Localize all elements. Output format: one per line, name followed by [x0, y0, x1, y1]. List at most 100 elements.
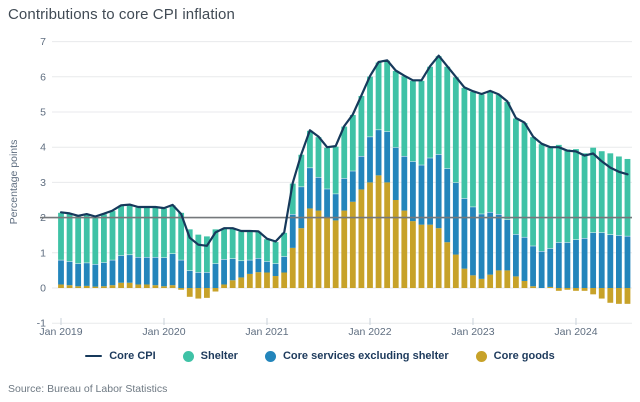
bar-segment: [66, 285, 73, 288]
bar-segment: [495, 94, 502, 215]
bar-segment: [598, 288, 605, 299]
bar-segment: [521, 237, 528, 281]
bar-segment: [581, 238, 588, 288]
bar-segment: [272, 276, 279, 288]
bar-segment: [195, 272, 202, 288]
bar-segment: [169, 254, 176, 286]
bar-segment: [375, 62, 382, 130]
bar-segment: [513, 118, 519, 235]
bar-segment: [341, 210, 348, 288]
bar-segment: [341, 126, 348, 179]
bar-segment: [444, 168, 451, 243]
legend-label-core-goods: Core goods: [493, 350, 555, 362]
svg-text:Jan 2021: Jan 2021: [245, 326, 288, 338]
bar-segment: [178, 260, 185, 288]
bar-segment: [126, 255, 133, 283]
bar-segment: [75, 286, 82, 288]
bar-segment: [118, 282, 124, 288]
bar-segment: [186, 270, 193, 288]
bar-segment: [135, 207, 142, 258]
bar-segment: [470, 275, 476, 288]
bar-segment: [470, 91, 476, 207]
bar-segment: [324, 189, 330, 218]
bar-segment: [452, 254, 459, 288]
bar-segment: [521, 280, 528, 288]
bar-segment: [221, 228, 227, 260]
bar-segment: [375, 130, 382, 176]
bar-segment: [272, 263, 279, 277]
bar-segment: [66, 213, 73, 262]
bar-segment: [75, 216, 82, 264]
svg-text:Jan 2024: Jan 2024: [554, 326, 597, 338]
bar-segment: [315, 177, 322, 211]
bar-segment: [444, 242, 451, 288]
bar-segment: [358, 95, 365, 156]
bar-segment: [58, 212, 64, 260]
bar-segment: [126, 282, 133, 288]
core-goods-dot-swatch-icon: [475, 350, 487, 362]
bar-segment: [246, 260, 253, 274]
bar-segment: [101, 262, 107, 287]
svg-text:4: 4: [40, 142, 46, 154]
bar-segment: [238, 231, 245, 261]
bar-segment: [298, 154, 305, 187]
bar-segment: [573, 239, 579, 288]
bar-segment: [135, 257, 142, 285]
bar-segment: [169, 205, 176, 254]
bar-segment: [169, 285, 176, 288]
bar-segment: [590, 288, 597, 295]
svg-text:0: 0: [40, 283, 46, 295]
bar-segment: [470, 207, 476, 276]
bar-segment: [418, 165, 425, 225]
bar-segment: [92, 217, 99, 265]
bar-segment: [392, 147, 399, 200]
bar-segment: [161, 208, 167, 258]
bar-segment: [461, 87, 468, 199]
bar-segment: [212, 288, 219, 292]
bar-segment: [538, 251, 545, 288]
svg-text:5: 5: [40, 107, 46, 119]
legend-item-core-goods: Core goods: [475, 350, 555, 362]
core-cpi-line-swatch-icon: [85, 354, 103, 358]
bar-segment: [332, 220, 339, 288]
legend-label-shelter: Shelter: [200, 350, 238, 362]
y-axis-title: Percentage points: [8, 139, 20, 225]
bar-segment: [513, 276, 519, 288]
bar-segment: [109, 285, 116, 288]
bar-segment: [281, 272, 288, 288]
bar-segment: [349, 171, 356, 202]
bar-segment: [427, 66, 433, 158]
bar-segment: [504, 101, 511, 220]
bar-segment: [109, 211, 116, 260]
bar-segment: [573, 149, 579, 240]
bar-segment: [590, 147, 597, 233]
bar-segment: [66, 261, 73, 286]
bar-segment: [452, 182, 459, 255]
bar-segment: [607, 235, 614, 288]
bar-segment: [178, 212, 185, 260]
bar-segment: [564, 242, 571, 288]
bar-segment: [624, 158, 631, 236]
bar-segment: [401, 156, 408, 211]
legend-item-core-services: Core services excluding shelter: [264, 350, 449, 362]
bar-segment: [444, 66, 451, 169]
bar-segment: [341, 178, 348, 211]
bar-segment: [349, 114, 356, 171]
bar-segment: [616, 235, 622, 288]
bar-segment: [564, 149, 571, 243]
bar-segment: [307, 130, 313, 168]
bar-segment: [83, 285, 90, 288]
bar-segment: [101, 214, 107, 263]
source-note: Source: Bureau of Labor Statistics: [8, 383, 168, 395]
bar-segment: [118, 255, 124, 283]
bar-segment: [264, 261, 270, 273]
bar-segment: [349, 201, 356, 288]
bar-segment: [204, 288, 210, 298]
x-axis-labels: Jan 2019 Jan 2020 Jan 2021 Jan 2022 Jan 2023…: [39, 318, 598, 338]
bar-segment: [495, 214, 502, 271]
bar-segment: [513, 234, 519, 277]
bar-segment: [418, 224, 425, 288]
bar-segment: [152, 257, 159, 286]
bar-segment: [607, 288, 614, 303]
